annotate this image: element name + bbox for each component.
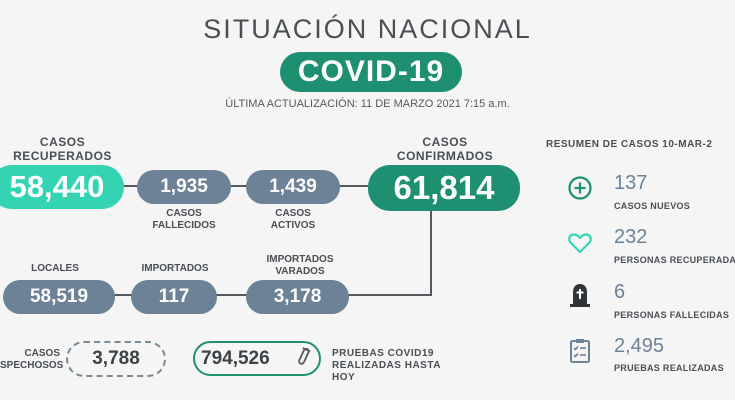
resumen-value-1: 137 xyxy=(614,172,648,194)
pruebas-label: PRUEBAS COVID19 REALIZADAS HASTA HOY xyxy=(332,348,441,383)
confirmados-value: 61,814 xyxy=(368,165,520,211)
resumen-value-3: 6 xyxy=(614,281,626,303)
resumen-value-2: 232 xyxy=(614,226,648,248)
fallecidos-value: 1,935 xyxy=(137,170,231,204)
test-tube-icon xyxy=(298,347,311,365)
pruebas-value: 794,526 xyxy=(201,348,270,369)
resumen-value-4: 2,495 xyxy=(614,335,665,357)
resumen-label-3: PERSONAS FALLECIDAS xyxy=(614,310,730,320)
varados-label: IMPORTADOS VARADOS xyxy=(266,254,334,277)
locales-label: LOCALES xyxy=(31,263,79,274)
fallecidos-label: CASOS FALLECIDOS xyxy=(152,208,216,231)
sospechosos-label: CASOS SPECHOSOS xyxy=(0,348,64,371)
confirmados-label: CASOS CONFIRMADOS xyxy=(396,135,494,163)
clipboard-icon xyxy=(570,339,590,363)
covid-badge: COVID-19 xyxy=(280,52,462,92)
last-updated: ÚLTIMA ACTUALIZACIÓN: 11 DE MARZO 2021 7… xyxy=(225,98,510,110)
resumen-title: RESUMEN DE CASOS 10-MAR-2 xyxy=(546,139,713,150)
recuperados-label: CASOS RECUPERADOS xyxy=(13,135,112,163)
heart-icon xyxy=(568,233,592,254)
activos-value: 1,439 xyxy=(246,170,340,204)
recuperados-value: 58,440 xyxy=(0,165,124,209)
importados-value: 117 xyxy=(131,280,217,314)
importados-label: IMPORTADOS xyxy=(141,263,209,274)
connector-row1 xyxy=(110,185,380,187)
pruebas-value-pill: 794,526 xyxy=(193,341,321,376)
plus-circle-icon xyxy=(568,176,592,200)
connector-vertical xyxy=(430,205,432,295)
resumen-label-1: CASOS NUEVOS xyxy=(614,201,691,211)
sospechosos-value: 3,788 xyxy=(66,341,166,377)
activos-label: CASOS ACTIVOS xyxy=(270,208,316,231)
resumen-label-2: PERSONAS RECUPERADAS xyxy=(614,255,735,265)
locales-value: 58,519 xyxy=(3,280,115,314)
tombstone-icon xyxy=(570,284,590,307)
page-title: SITUACIÓN NACIONAL xyxy=(203,14,532,44)
varados-value: 3,178 xyxy=(246,280,349,314)
resumen-label-4: PRUEBAS REALIZADAS xyxy=(614,363,724,373)
